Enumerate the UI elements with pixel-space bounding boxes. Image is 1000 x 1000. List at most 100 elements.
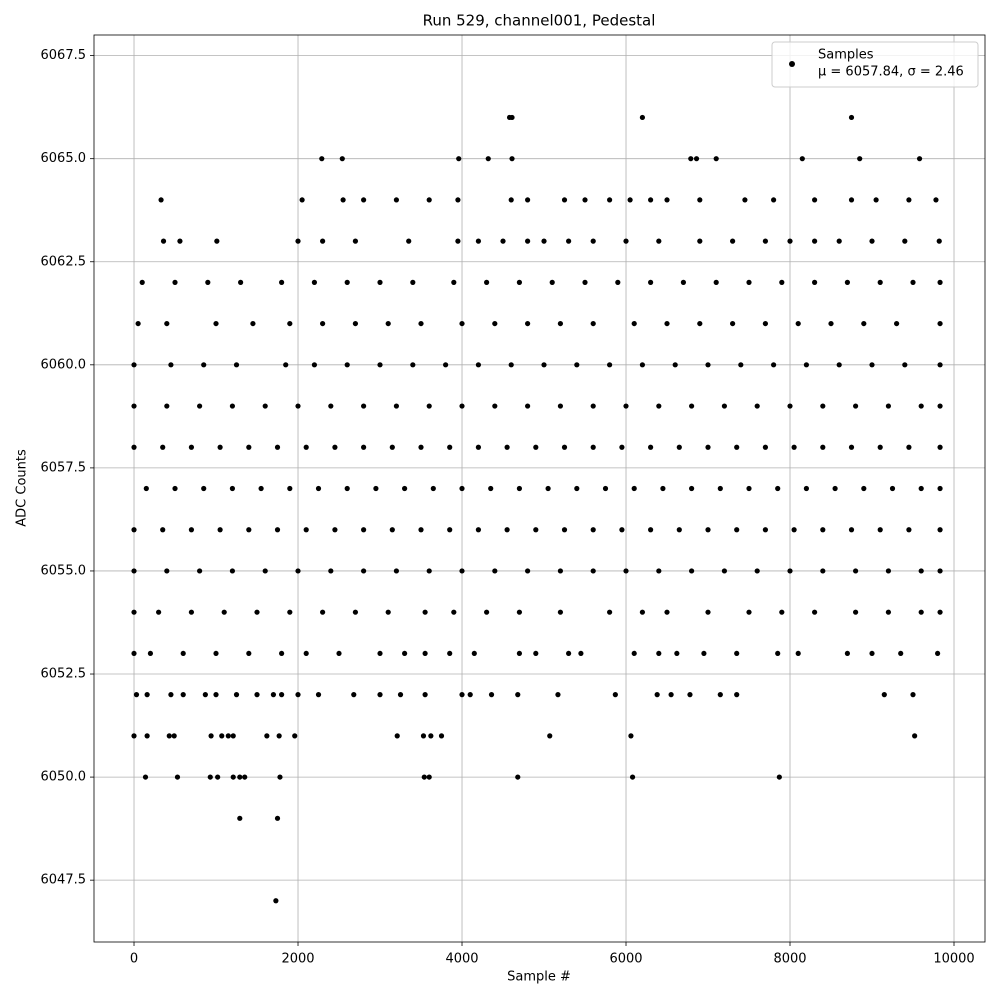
point [277, 774, 283, 780]
point [188, 527, 195, 533]
point [541, 238, 547, 244]
point [910, 692, 916, 698]
point [168, 692, 174, 698]
point [160, 238, 167, 244]
point [742, 197, 748, 203]
point [344, 362, 350, 368]
point [820, 568, 826, 574]
point [848, 114, 855, 121]
point [455, 197, 461, 203]
point [164, 320, 170, 327]
point [656, 568, 662, 574]
point [516, 279, 523, 285]
point [361, 403, 367, 409]
point [295, 568, 301, 574]
point [475, 238, 482, 244]
point [688, 156, 694, 162]
point [319, 156, 325, 162]
point [315, 692, 322, 698]
point [214, 238, 220, 244]
point [221, 609, 227, 615]
point [320, 238, 326, 244]
point [602, 485, 609, 492]
point [389, 527, 395, 533]
point [237, 774, 243, 780]
point [508, 362, 514, 368]
point [438, 733, 445, 739]
point [402, 650, 408, 657]
point [791, 527, 797, 533]
point [654, 692, 660, 698]
point [912, 733, 918, 739]
point [869, 238, 875, 244]
point [902, 362, 908, 368]
point [660, 485, 666, 492]
point [516, 650, 523, 657]
point [869, 362, 875, 368]
point [164, 568, 170, 574]
point [664, 320, 670, 327]
point [447, 650, 453, 657]
point [561, 527, 568, 533]
point [746, 279, 752, 285]
point [230, 774, 236, 780]
point [509, 114, 515, 121]
point [746, 485, 752, 492]
grid [94, 35, 985, 942]
point [233, 692, 240, 698]
point [795, 650, 801, 657]
point [705, 362, 711, 368]
point [393, 568, 400, 574]
point [656, 238, 662, 244]
point [515, 692, 521, 698]
point [377, 650, 383, 657]
point [623, 403, 629, 409]
point [566, 238, 572, 244]
point [377, 279, 383, 285]
point [475, 444, 482, 450]
point [631, 650, 637, 657]
point [937, 362, 943, 368]
point [906, 197, 912, 203]
point [820, 403, 826, 409]
point [389, 444, 395, 450]
point [516, 485, 523, 492]
point [795, 320, 801, 327]
point [734, 444, 740, 450]
point [475, 527, 482, 533]
point [276, 733, 282, 739]
point [844, 650, 851, 657]
point [217, 444, 223, 450]
point [877, 444, 883, 450]
point [547, 733, 553, 739]
point [393, 197, 400, 203]
point [627, 197, 633, 203]
point [492, 403, 498, 409]
point [557, 320, 564, 327]
y-tick-label: 6065.0 [41, 151, 87, 166]
point [894, 320, 900, 327]
point [674, 650, 680, 657]
point [607, 609, 613, 615]
point [561, 197, 568, 203]
y-tick-label: 6057.5 [41, 460, 87, 475]
point [687, 692, 693, 698]
point [385, 609, 391, 615]
point [664, 609, 670, 615]
point [889, 485, 896, 492]
point [590, 320, 596, 327]
point [701, 650, 707, 657]
point [274, 444, 281, 450]
point [582, 279, 588, 285]
point [421, 774, 427, 780]
point [459, 568, 465, 574]
point [561, 444, 568, 450]
point [352, 320, 359, 327]
point [279, 279, 285, 285]
point [262, 403, 268, 409]
point [459, 403, 465, 409]
point [848, 527, 855, 533]
point [557, 403, 564, 409]
point [639, 362, 646, 368]
